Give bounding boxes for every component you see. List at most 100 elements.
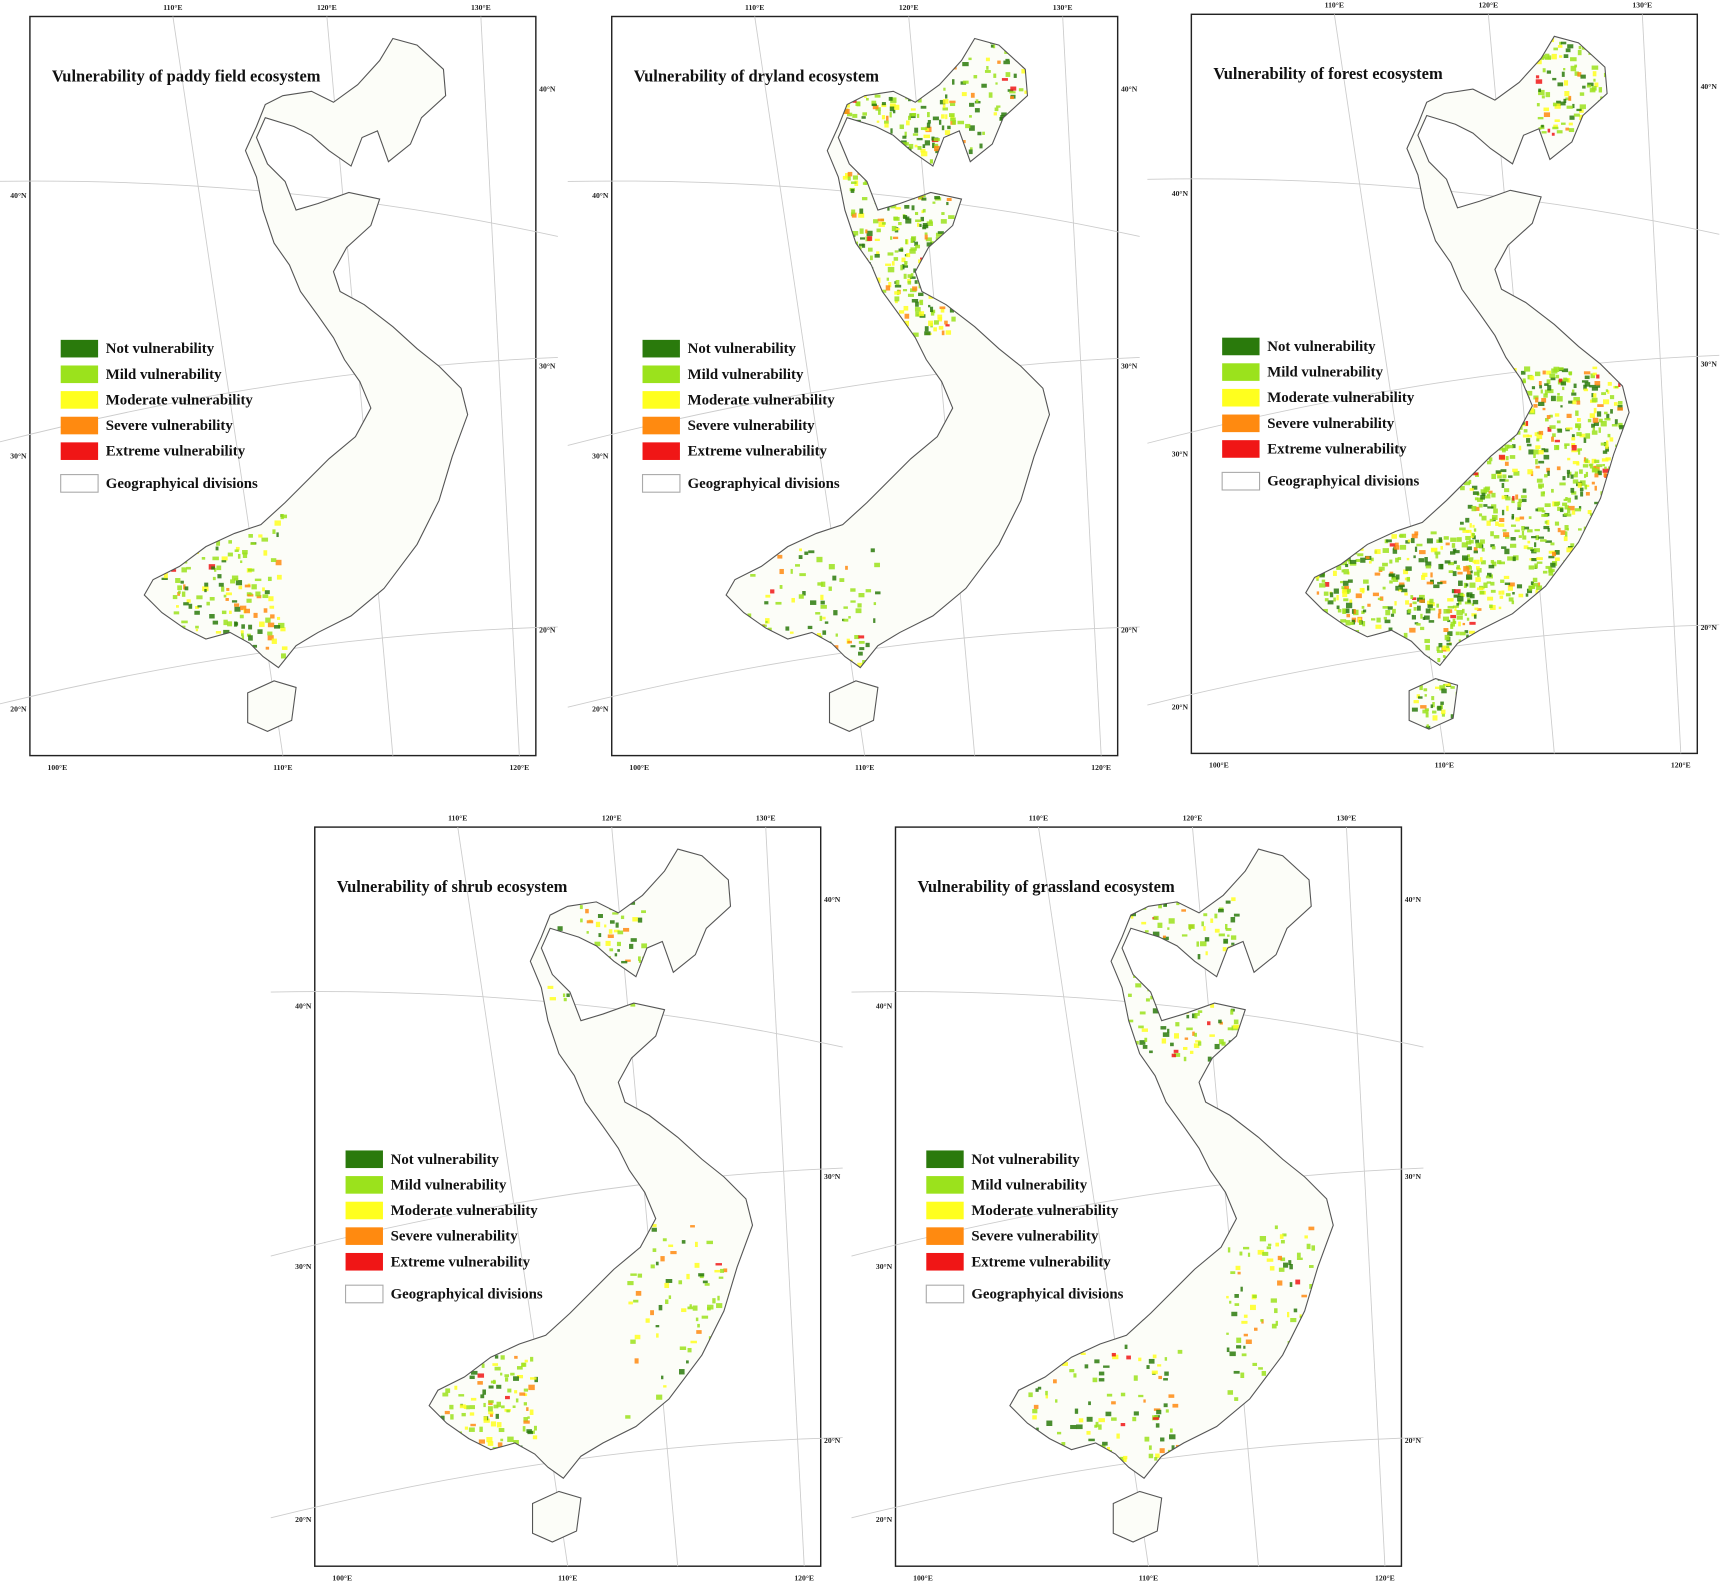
- patch: [1209, 1034, 1215, 1037]
- patch: [1349, 599, 1353, 604]
- lon-label: 120°E: [1671, 761, 1691, 770]
- patch: [706, 1240, 713, 1245]
- patch: [1432, 710, 1437, 714]
- patch: [1411, 533, 1418, 539]
- patch: [217, 574, 222, 579]
- patch: [981, 83, 987, 88]
- patch: [1243, 1345, 1246, 1349]
- patch: [1340, 619, 1347, 623]
- patch: [940, 309, 945, 313]
- patch: [214, 567, 217, 572]
- patch: [828, 586, 832, 591]
- patch: [1234, 1397, 1239, 1401]
- patch: [764, 601, 769, 605]
- division-outline: [428, 848, 754, 1543]
- patch: [1480, 560, 1486, 565]
- patch: [1308, 1226, 1315, 1231]
- patch: [973, 75, 978, 79]
- patch: [852, 175, 858, 180]
- patch: [248, 635, 253, 641]
- patch: [1434, 551, 1441, 555]
- patch: [1438, 537, 1443, 543]
- patch: [1010, 86, 1017, 91]
- patch: [1405, 540, 1410, 544]
- patch: [1235, 1265, 1241, 1271]
- patch: [679, 1369, 685, 1375]
- patch: [1073, 1373, 1077, 1378]
- patch: [1323, 591, 1329, 596]
- patch: [1469, 582, 1476, 588]
- patch: [1194, 1015, 1198, 1019]
- patch: [280, 653, 286, 659]
- patch: [1464, 601, 1472, 605]
- patch: [701, 1315, 709, 1319]
- patch: [816, 633, 822, 638]
- patch: [1527, 540, 1531, 544]
- patch: [1479, 557, 1483, 562]
- patch: [1443, 536, 1449, 540]
- patch: [889, 103, 896, 109]
- patch: [465, 1405, 470, 1410]
- patch: [1556, 130, 1563, 134]
- legend-swatch: [60, 365, 99, 384]
- patch: [1534, 432, 1538, 437]
- patch: [1563, 498, 1568, 501]
- longitude-line: [1345, 827, 1386, 1567]
- lat-label: 30°N: [1121, 361, 1138, 370]
- patch: [1189, 1050, 1194, 1054]
- patch: [1112, 1354, 1119, 1360]
- patch: [1479, 590, 1485, 595]
- patch: [1394, 601, 1397, 606]
- patch: [1218, 1019, 1222, 1024]
- patch: [1018, 88, 1024, 92]
- legend-swatch: [345, 1201, 383, 1220]
- patch: [469, 1375, 475, 1380]
- legend-swatch: [60, 474, 99, 493]
- patch: [1345, 558, 1350, 562]
- patch: [1404, 592, 1408, 596]
- patch: [1389, 571, 1394, 575]
- patch: [1214, 913, 1218, 919]
- patch: [1592, 71, 1597, 77]
- patch: [1605, 389, 1609, 393]
- patch: [1506, 505, 1509, 512]
- patch: [1594, 468, 1600, 474]
- patch: [717, 1295, 720, 1301]
- patch: [1453, 594, 1458, 598]
- patch: [276, 532, 279, 538]
- patch: [885, 285, 891, 291]
- patch: [1416, 694, 1420, 699]
- patch: [917, 146, 922, 150]
- patch: [262, 587, 265, 592]
- patch: [905, 216, 910, 220]
- patch: [223, 594, 227, 598]
- patch: [1469, 621, 1476, 625]
- patch: [1422, 572, 1428, 577]
- patch: [1605, 444, 1609, 449]
- patch: [943, 87, 946, 91]
- patch: [1350, 559, 1357, 564]
- patch: [1343, 608, 1347, 614]
- patch: [1152, 931, 1160, 937]
- patch: [1162, 1032, 1170, 1037]
- patch: [1266, 1258, 1274, 1262]
- lat-label: 30°N: [539, 361, 556, 370]
- patch: [828, 564, 835, 570]
- patch: [1447, 598, 1454, 602]
- patch: [1201, 921, 1204, 927]
- patch: [914, 127, 919, 133]
- patch: [530, 1356, 534, 1362]
- patch: [1572, 460, 1580, 465]
- patch: [704, 1283, 710, 1286]
- patch: [1196, 941, 1200, 947]
- patch: [1583, 474, 1587, 478]
- patch: [1416, 543, 1423, 547]
- patch: [1183, 1056, 1187, 1062]
- patch: [1471, 485, 1478, 490]
- patch: [1526, 438, 1531, 443]
- patch: [264, 590, 270, 595]
- lat-label: 40°N: [295, 1002, 312, 1011]
- patch: [234, 603, 240, 607]
- patch: [1481, 547, 1485, 552]
- patch: [969, 147, 973, 150]
